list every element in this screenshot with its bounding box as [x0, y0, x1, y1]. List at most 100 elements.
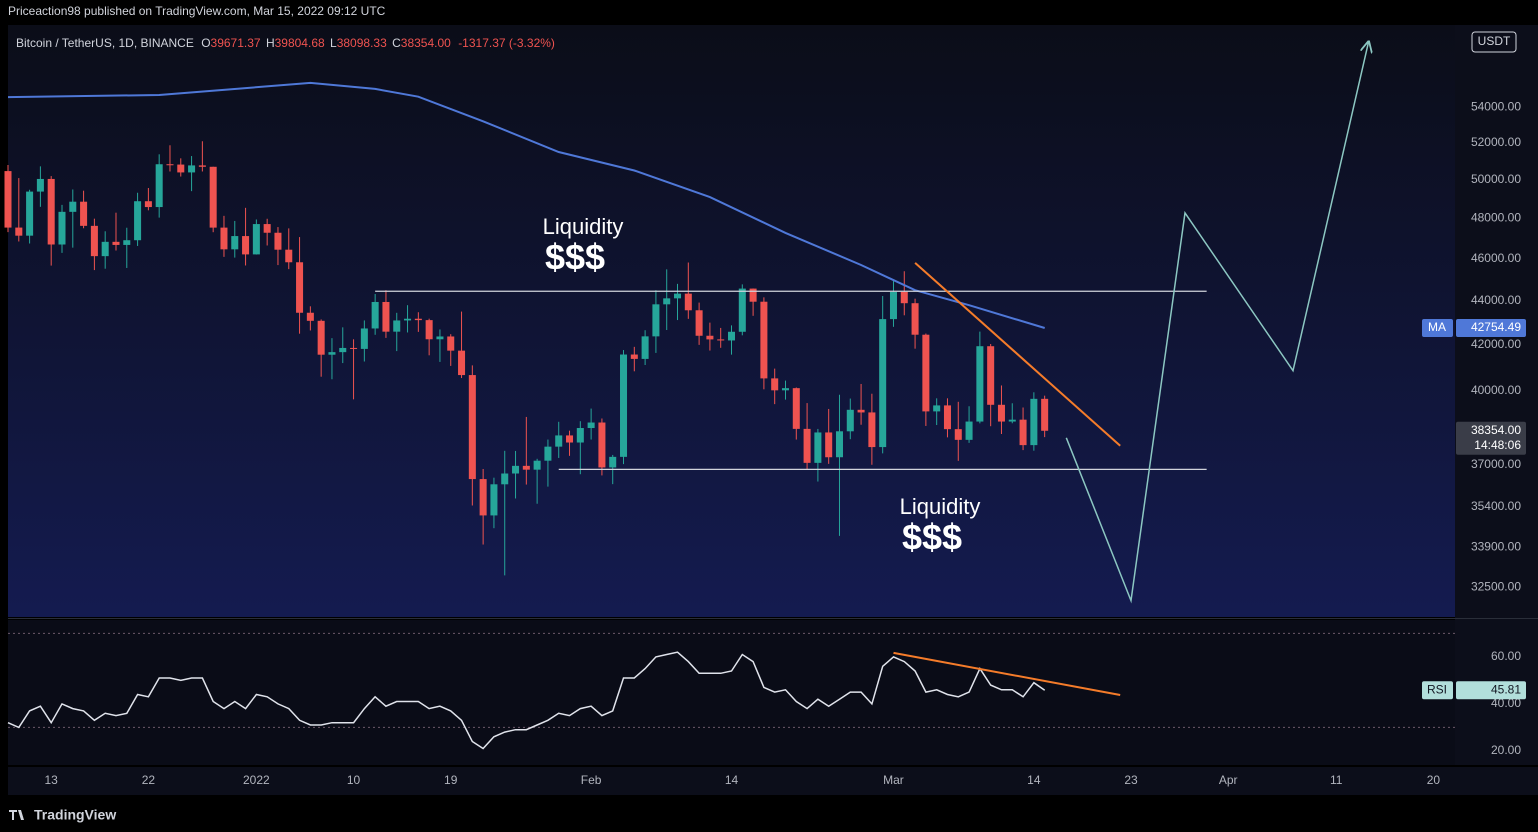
candle-body [360, 328, 368, 349]
candle-body [900, 291, 908, 304]
y-tick-label: 50000.00 [1471, 172, 1521, 186]
candle-body [123, 240, 131, 245]
candle-body [285, 249, 293, 263]
candle-body [490, 484, 498, 516]
y-tick-label: 54000.00 [1471, 99, 1521, 113]
candle-body [220, 227, 228, 250]
y-tick-label: 46000.00 [1471, 251, 1521, 265]
legend-value: 38098.33 [337, 36, 387, 50]
candle-body [533, 460, 541, 470]
candle-body [1030, 398, 1038, 446]
candle-body [425, 320, 433, 340]
candle-body [328, 352, 336, 355]
legend-value: 38354.00 [401, 36, 451, 50]
candle-body [209, 166, 217, 228]
candle-body [80, 201, 88, 226]
candle-body [404, 318, 412, 321]
candle-body [166, 164, 174, 166]
currency-box[interactable] [1471, 31, 1517, 53]
candle-body [673, 293, 682, 299]
y-tick-label: 42000.00 [1471, 337, 1521, 351]
brand-logo [9, 810, 24, 820]
candle-body [512, 465, 520, 474]
x-tick-label: 23 [1124, 773, 1138, 787]
x-tick-label: 19 [444, 773, 458, 787]
candle-body [1008, 419, 1016, 422]
candle-body [144, 201, 152, 208]
y-tick-label: 52000.00 [1471, 135, 1521, 149]
series-name: MA [1428, 320, 1446, 334]
candle-body [188, 165, 196, 173]
candle-body [58, 211, 66, 245]
y-tick-label: 48000.00 [1471, 211, 1521, 225]
candle-body [641, 336, 649, 359]
x-tick-label: 14 [725, 773, 739, 787]
trend-line [914, 262, 1121, 447]
candle-body [382, 301, 390, 332]
currency[interactable]: USDT [1478, 34, 1511, 48]
candle-body [306, 312, 314, 321]
candle-body [134, 201, 142, 241]
candle-body [987, 346, 995, 405]
candle-body [1041, 398, 1049, 431]
candle-body [4, 171, 12, 228]
candle-body [576, 428, 584, 443]
legend-value: 39804.68 [275, 36, 325, 50]
candle-body [274, 232, 282, 250]
legend-key: L [330, 36, 337, 50]
legend-key: H [266, 36, 275, 50]
brand: TradingView [9, 807, 116, 823]
rsi-value: 45.81 [1491, 682, 1521, 696]
x-tick-label: 2022 [243, 773, 270, 787]
candle-body [598, 422, 606, 468]
candle-body [695, 310, 703, 336]
projection-path [1065, 42, 1368, 604]
candle-body [587, 422, 595, 429]
last-price-box [1456, 421, 1526, 455]
rsi-tick-label: 40.00 [1491, 696, 1521, 710]
candle-body [663, 298, 671, 305]
candle-body [155, 164, 163, 208]
candle-body [997, 404, 1005, 422]
candle-body [479, 479, 487, 516]
candle-body [684, 293, 692, 311]
x-tick-label: 13 [45, 773, 59, 787]
candle-body [90, 225, 98, 257]
candle-body [393, 320, 401, 332]
last-value-box [1456, 319, 1526, 338]
candle-body [242, 236, 250, 255]
candle-body [868, 412, 876, 448]
y-tick-label: 35400.00 [1471, 499, 1521, 513]
candle-body [652, 304, 660, 337]
candle-body [976, 346, 984, 422]
y-tick-label: 32500.00 [1471, 580, 1521, 594]
candle-body [296, 262, 304, 313]
x-tick-label: 11 [1330, 773, 1343, 787]
candle-body [943, 405, 951, 430]
candle-body [889, 291, 897, 320]
candle-body [177, 164, 185, 173]
candle-body [231, 236, 239, 250]
x-tick-label: 14 [1027, 773, 1041, 787]
x-tick-label: 20 [1427, 773, 1441, 787]
candle-body [814, 432, 822, 463]
candle-body [846, 409, 854, 432]
rsi-tick-label: 60.00 [1491, 649, 1521, 663]
rsi-trend-line [893, 651, 1121, 696]
rsi-name-box [1422, 681, 1453, 700]
candle-body [69, 201, 77, 212]
candle-body [954, 429, 962, 440]
candle-body [706, 335, 714, 340]
candle-body [101, 241, 109, 257]
rsi-pane [8, 620, 1455, 765]
x-tick-label: Feb [581, 773, 602, 787]
x-tick-label: Apr [1219, 773, 1238, 787]
annotation-subtext: $$$ [545, 237, 605, 278]
y-tick-label: 33900.00 [1471, 540, 1521, 554]
candle-body [566, 435, 574, 443]
candle-body [112, 241, 120, 245]
candle-body [771, 378, 779, 391]
ma-line [7, 81, 1045, 329]
price-pane [8, 25, 1455, 617]
